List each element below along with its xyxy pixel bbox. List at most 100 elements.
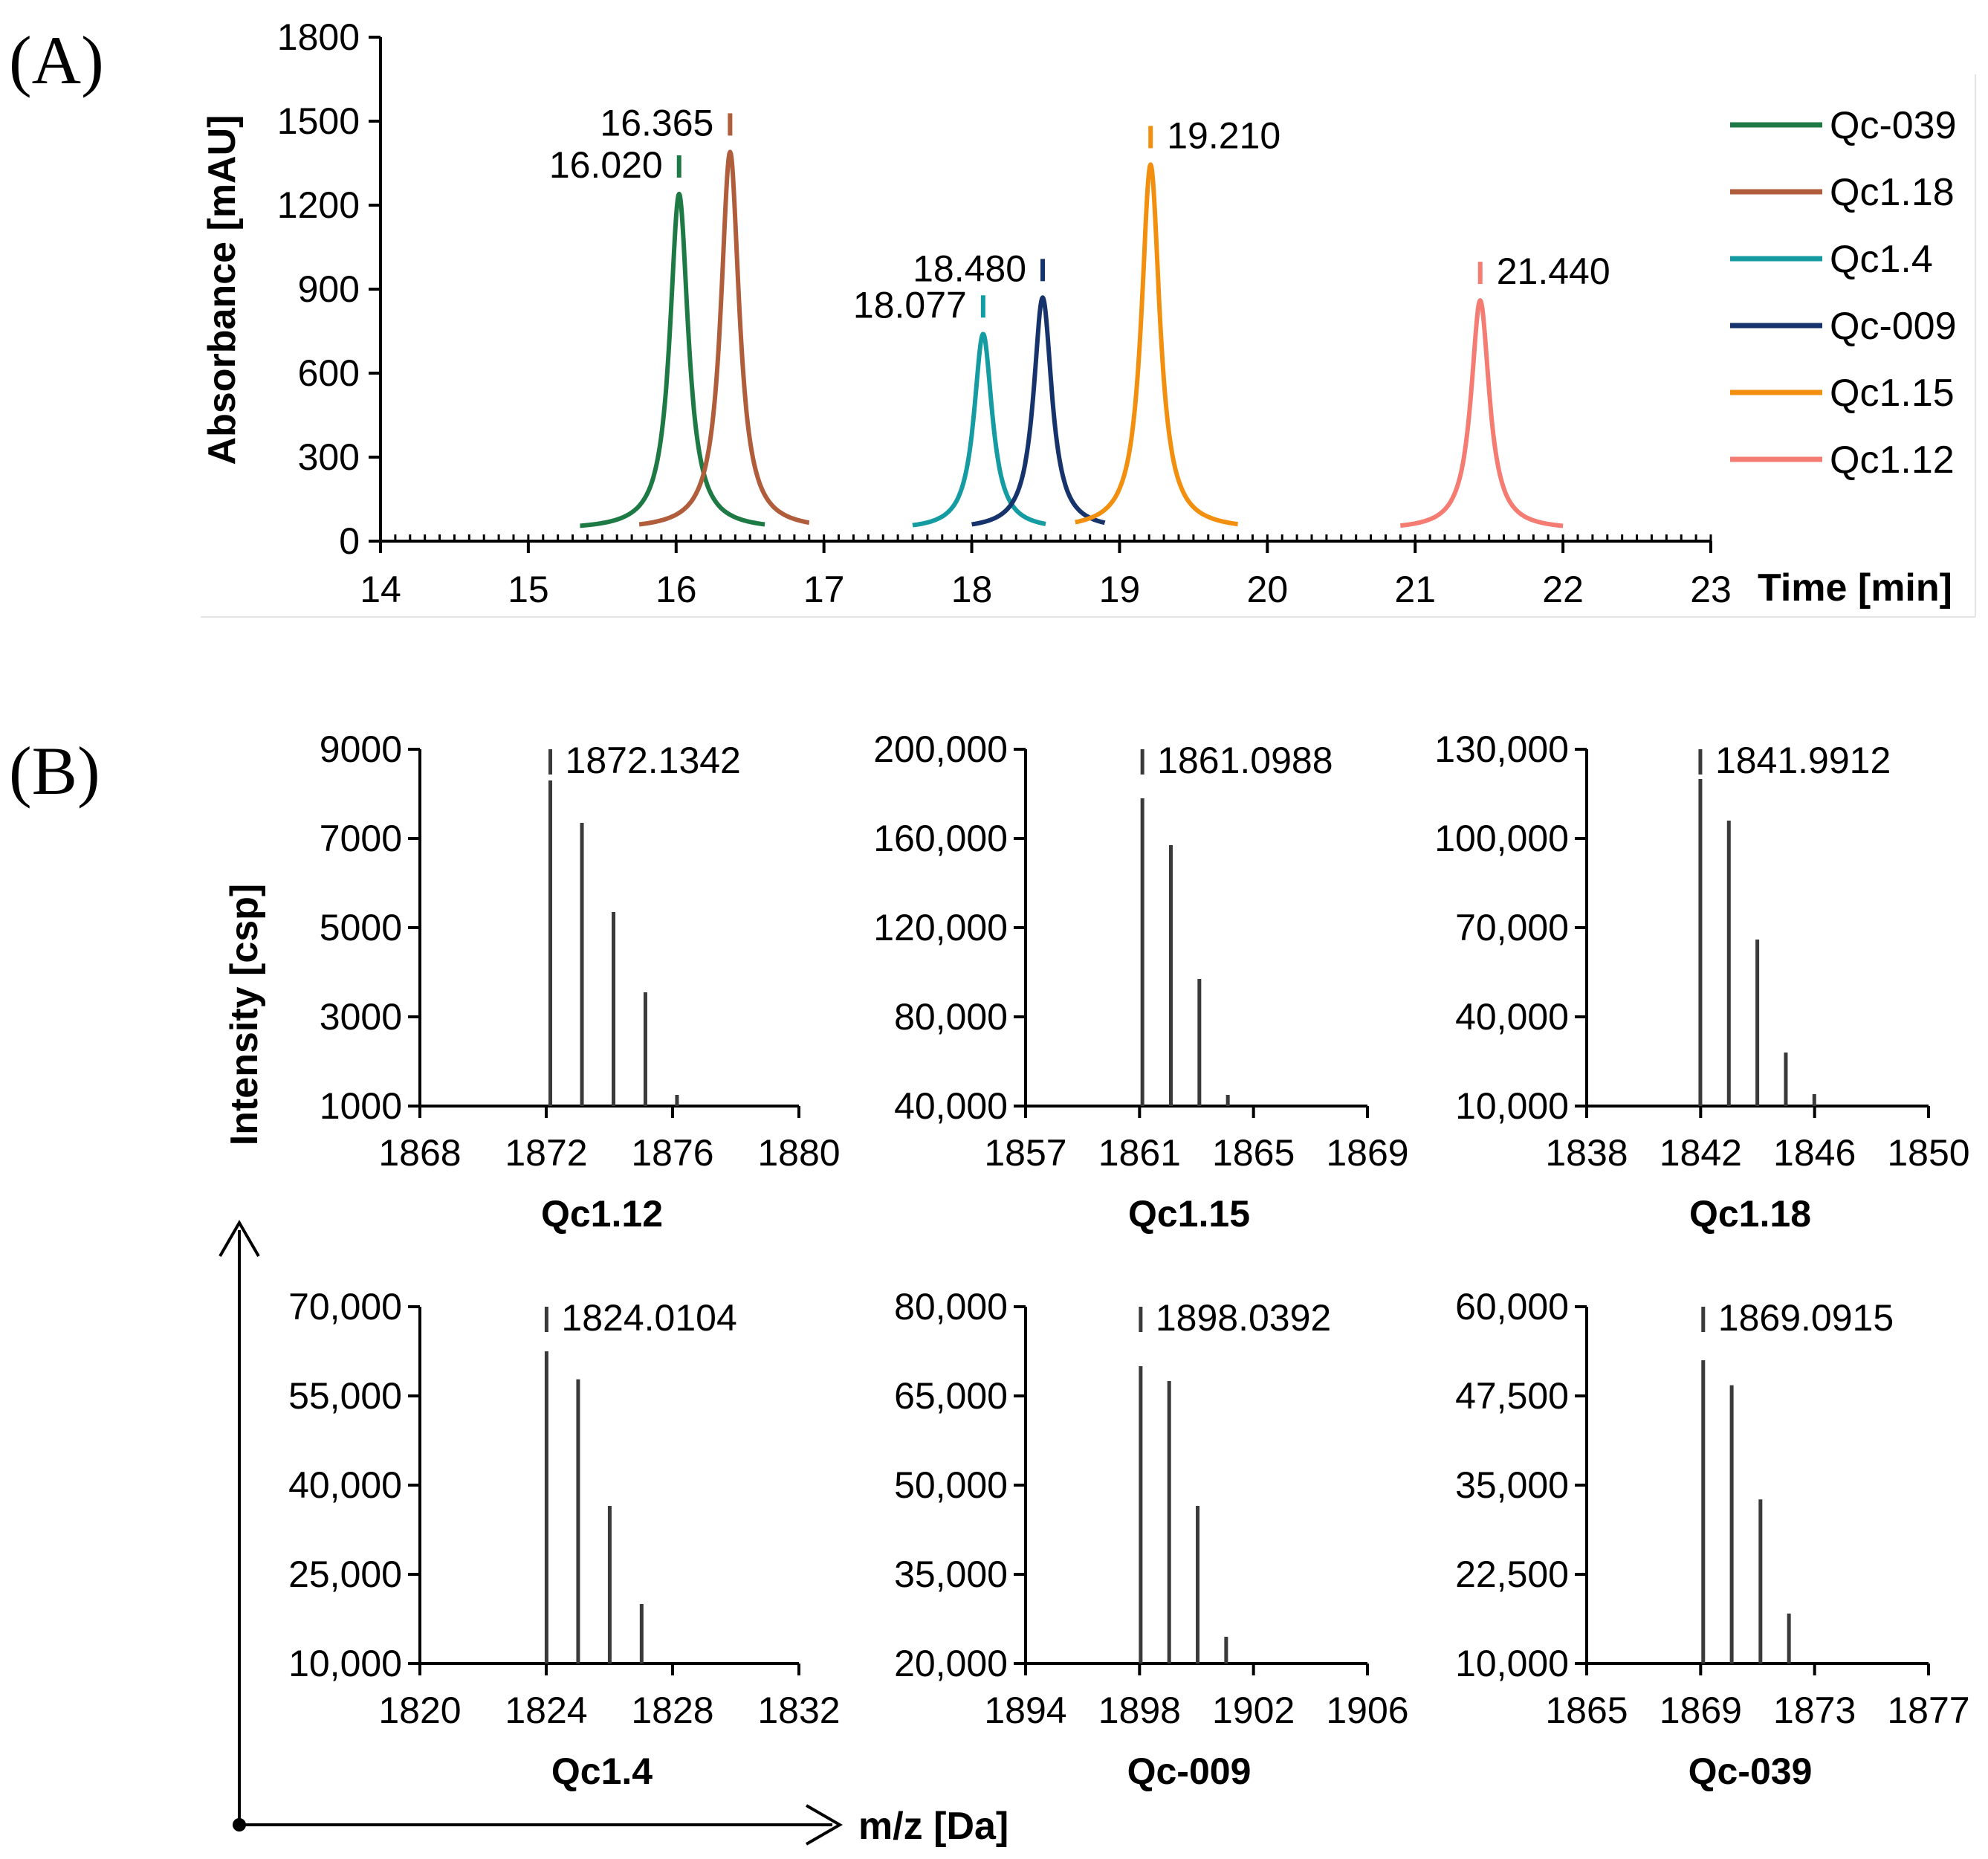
origin-dot-icon — [233, 1818, 246, 1831]
peak-qc1-15 — [1073, 162, 1240, 527]
mass-spectra-grid: 1000 3000 5000 7000 9000 1868 1872 1876 1880 1872… — [288, 728, 1970, 1792]
x-tick-label: 1824 — [505, 1690, 587, 1731]
peak-retention-label: 19.210 — [1167, 114, 1280, 156]
x-tick-label: 1832 — [757, 1690, 840, 1731]
x-tick-label: 1861 — [1098, 1132, 1181, 1174]
mass-spectra-panel: 1000 3000 5000 7000 9000 1868 1872 1876 1880 1872… — [218, 728, 1970, 1848]
y-tick-label: 10,000 — [288, 1643, 402, 1684]
y-tick-label: 55,000 — [288, 1375, 402, 1417]
x-tick-label: 1898 — [1098, 1690, 1181, 1731]
spectrum-qc-039: 10,000 22,500 35,000 47,500 60,000 1865 1869 18… — [1455, 1286, 1970, 1792]
peak-retention-label: 18.077 — [853, 284, 967, 326]
spectrum-qc-009: 20,000 35,000 50,000 65,000 80,000 1894 1898 19… — [894, 1286, 1409, 1792]
spectrum-qc1-4: 10,000 25,000 40,000 55,000 70,000 1820 1824 18… — [288, 1286, 841, 1792]
spectrum-qc1-15: 40,000 80,000 120,000 160,000 200,000 1857 186… — [873, 728, 1408, 1235]
x-tick-label: 1877 — [1887, 1690, 1969, 1731]
intensity-axis-label: Intensity [csp] — [223, 884, 266, 1146]
y-tick-label: 40,000 — [1455, 996, 1569, 1038]
y-tick-label: 0 — [339, 520, 360, 562]
y-tick-label: 900 — [298, 268, 360, 310]
x-tick-label: 1869 — [1326, 1132, 1408, 1174]
y-tick-label: 25,000 — [288, 1554, 402, 1595]
y-tick-label: 70,000 — [1455, 907, 1569, 948]
x-tick-label: 19 — [1099, 569, 1141, 610]
legend-entry: Qc-009 — [1830, 305, 1957, 348]
chromatogram-x-axis-label: Time [min] — [1758, 566, 1952, 610]
y-tick-label: 7000 — [320, 818, 402, 859]
y-tick-label: 40,000 — [288, 1464, 402, 1506]
y-tick-label: 1200 — [277, 184, 360, 226]
y-tick-label: 600 — [298, 352, 360, 394]
panel-label-a: (A) — [9, 22, 104, 98]
peak-qc1-4 — [911, 332, 1047, 528]
x-tick-label: 21 — [1394, 569, 1436, 610]
peak-retention-label: 16.020 — [549, 144, 663, 186]
peak-retention-label: 21.440 — [1497, 250, 1610, 292]
peak-mass-annotation: 1841.9912 — [1715, 740, 1891, 781]
mz-arrowhead-icon — [805, 1804, 843, 1846]
x-tick-label: 15 — [508, 569, 549, 610]
y-tick-label: 22,500 — [1455, 1554, 1569, 1595]
x-tick-label: 16 — [655, 569, 697, 610]
x-tick-label: 1876 — [631, 1132, 713, 1174]
y-tick-label: 50,000 — [894, 1464, 1008, 1506]
x-tick-label: 1828 — [631, 1690, 713, 1731]
x-tick-label: 1902 — [1212, 1690, 1295, 1731]
x-tick-label: 1873 — [1773, 1690, 1856, 1731]
y-tick-label: 10,000 — [1455, 1085, 1569, 1127]
legend-entry: Qc1.15 — [1830, 372, 1955, 415]
peak-mass-annotation: 1872.1342 — [566, 740, 741, 781]
chromatogram-y-axis-label: Absorbance [mAU] — [201, 115, 244, 465]
peak-retention-label: 18.480 — [913, 248, 1026, 289]
x-tick-label: 14 — [360, 569, 401, 610]
spectrum-qc1-18: 10,000 40,000 70,000 100,000 130,000 1838 1842… — [1434, 728, 1969, 1235]
spectrum-title: Qc1.12 — [541, 1193, 663, 1235]
spectrum-title: Qc-009 — [1127, 1750, 1252, 1792]
chromatogram-peaks — [578, 149, 1565, 528]
mz-axis-label: m/z [Da] — [858, 1805, 1008, 1848]
peak-mass-annotation: 1869.0915 — [1718, 1297, 1894, 1339]
y-tick-label: 20,000 — [894, 1643, 1008, 1684]
intensity-arrowhead-icon — [218, 1220, 260, 1258]
x-tick-label: 1868 — [378, 1132, 461, 1174]
legend-entry: Qc1.4 — [1830, 238, 1933, 281]
spectrum-title: Qc1.4 — [551, 1750, 653, 1792]
y-tick-label: 80,000 — [894, 996, 1008, 1038]
y-tick-label: 1500 — [277, 100, 360, 142]
y-tick-label: 9000 — [320, 728, 402, 770]
chromatogram-panel: 0 300 600 900 1200 1500 1800 14 15 16 17 18 19 20 21 22… — [201, 16, 1976, 618]
x-tick-label: 1865 — [1545, 1690, 1628, 1731]
y-tick-label: 120,000 — [873, 907, 1008, 948]
peak-mass-annotation: 1898.0392 — [1156, 1297, 1331, 1339]
peak-qc1-12 — [1399, 298, 1565, 528]
x-tick-label: 1820 — [378, 1690, 461, 1731]
y-tick-label: 70,000 — [288, 1286, 402, 1328]
x-tick-label: 1906 — [1326, 1690, 1408, 1731]
x-tick-label: 1894 — [984, 1690, 1066, 1731]
x-tick-label: 23 — [1690, 569, 1732, 610]
peak-mass-annotation: 1824.0104 — [561, 1297, 736, 1339]
x-tick-label: 22 — [1542, 569, 1584, 610]
panel-label-b: (B) — [9, 733, 100, 809]
y-tick-label: 1000 — [320, 1085, 402, 1127]
y-tick-label: 65,000 — [894, 1375, 1008, 1417]
y-tick-label: 3000 — [320, 996, 402, 1038]
x-tick-label: 1850 — [1887, 1132, 1969, 1174]
y-tick-label: 40,000 — [894, 1085, 1008, 1127]
x-tick-label: 1865 — [1212, 1132, 1295, 1174]
y-tick-label: 300 — [298, 436, 360, 478]
x-tick-label: 20 — [1247, 569, 1289, 610]
spectrum-title: Qc-039 — [1688, 1750, 1813, 1792]
x-tick-label: 1846 — [1773, 1132, 1856, 1174]
peak-qc-039 — [578, 191, 767, 528]
y-tick-label: 35,000 — [894, 1554, 1008, 1595]
legend-entry: Qc-039 — [1830, 104, 1957, 147]
y-tick-label: 10,000 — [1455, 1643, 1569, 1684]
x-tick-label: 1869 — [1660, 1690, 1742, 1731]
spectrum-title: Qc1.15 — [1128, 1193, 1250, 1235]
y-tick-label: 47,500 — [1455, 1375, 1569, 1417]
x-tick-label: 1880 — [757, 1132, 840, 1174]
y-tick-label: 160,000 — [873, 818, 1008, 859]
